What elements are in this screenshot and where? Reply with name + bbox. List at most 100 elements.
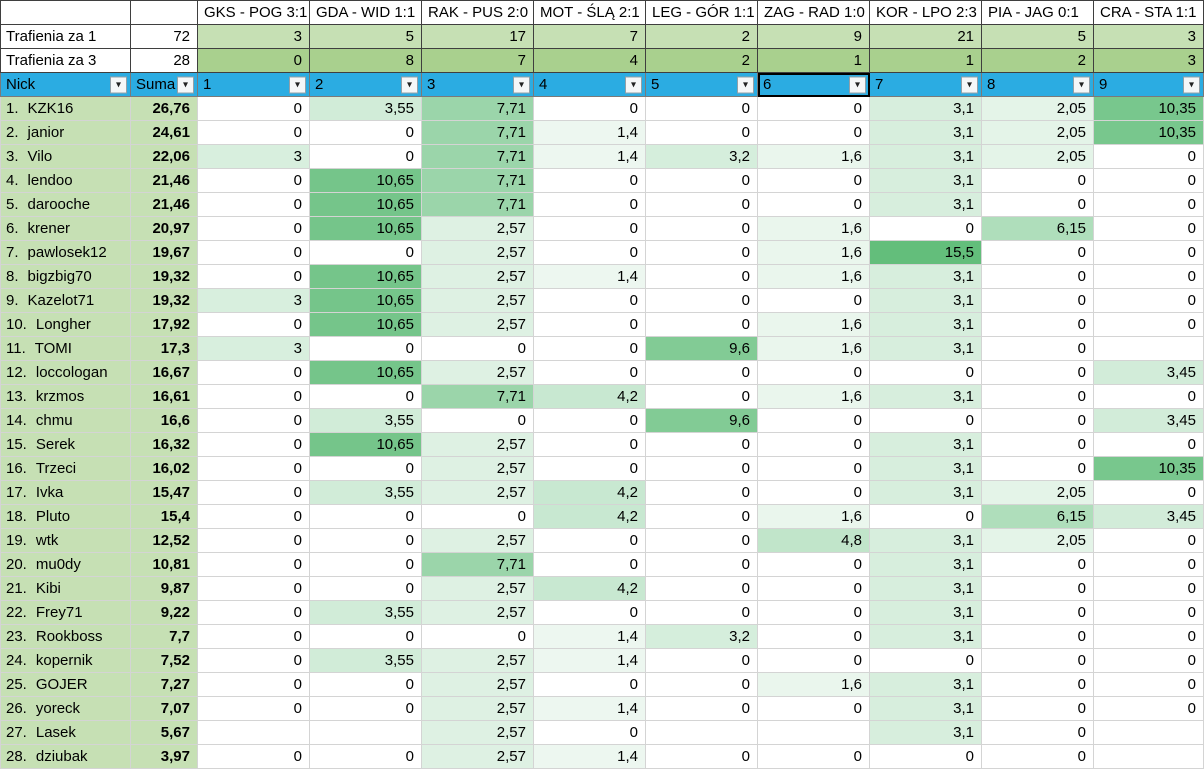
score-cell[interactable]: 7,71 bbox=[421, 96, 534, 121]
score-cell[interactable]: 7,71 bbox=[421, 552, 534, 577]
score-cell[interactable]: 0 bbox=[1093, 144, 1204, 169]
filter-dropdown-icon[interactable]: ▾ bbox=[513, 76, 530, 93]
score-cell[interactable]: 6,15 bbox=[981, 504, 1094, 529]
score-cell[interactable]: 0 bbox=[981, 192, 1094, 217]
player-cell[interactable]: 6. krener bbox=[0, 216, 131, 241]
score-cell[interactable]: 0 bbox=[981, 168, 1094, 193]
score-cell[interactable]: 0 bbox=[309, 456, 422, 481]
filter-dropdown-icon[interactable]: ▾ bbox=[961, 76, 978, 93]
filter-header-col-1[interactable]: 1 ▾ bbox=[197, 72, 310, 97]
score-cell[interactable]: 0 bbox=[533, 336, 646, 361]
score-cell[interactable]: 0 bbox=[981, 312, 1094, 337]
score-cell[interactable]: 7,71 bbox=[421, 120, 534, 145]
score-cell[interactable]: 1,4 bbox=[533, 648, 646, 673]
score-cell[interactable]: 0 bbox=[1093, 480, 1204, 505]
player-cell[interactable]: 18. Pluto bbox=[0, 504, 131, 529]
score-cell[interactable]: 0 bbox=[421, 408, 534, 433]
score-cell[interactable]: 1,6 bbox=[757, 312, 870, 337]
score-cell[interactable]: 0 bbox=[1093, 648, 1204, 673]
score-cell[interactable]: 0 bbox=[981, 240, 1094, 265]
filter-dropdown-icon[interactable]: ▾ bbox=[625, 76, 642, 93]
score-cell[interactable]: 1,4 bbox=[533, 264, 646, 289]
score-cell[interactable]: 0 bbox=[981, 624, 1094, 649]
score-cell[interactable]: 0 bbox=[645, 360, 758, 385]
score-cell[interactable]: 0 bbox=[309, 672, 422, 697]
player-cell[interactable]: 4. lendoo bbox=[0, 168, 131, 193]
score-cell[interactable]: 0 bbox=[197, 120, 310, 145]
score-cell[interactable]: 0 bbox=[533, 240, 646, 265]
score-cell[interactable]: 0 bbox=[1093, 600, 1204, 625]
score-cell[interactable]: 3,55 bbox=[309, 600, 422, 625]
score-cell[interactable]: 0 bbox=[757, 432, 870, 457]
score-cell[interactable]: 3,1 bbox=[869, 336, 982, 361]
suma-cell[interactable]: 21,46 bbox=[130, 192, 198, 217]
player-cell[interactable]: 27. Lasek bbox=[0, 720, 131, 745]
score-cell[interactable]: 0 bbox=[197, 648, 310, 673]
score-cell[interactable]: 0 bbox=[533, 456, 646, 481]
score-cell[interactable]: 1,4 bbox=[533, 624, 646, 649]
score-cell[interactable]: 3,1 bbox=[869, 576, 982, 601]
score-cell[interactable]: 10,65 bbox=[309, 168, 422, 193]
score-cell[interactable]: 0 bbox=[645, 240, 758, 265]
score-cell[interactable]: 2,57 bbox=[421, 696, 534, 721]
score-cell[interactable] bbox=[1093, 720, 1204, 745]
score-cell[interactable]: 0 bbox=[1093, 288, 1204, 313]
score-cell[interactable]: 0 bbox=[981, 552, 1094, 577]
score-cell[interactable]: 0 bbox=[869, 408, 982, 433]
player-cell[interactable]: 2. janior bbox=[0, 120, 131, 145]
suma-cell[interactable]: 21,46 bbox=[130, 168, 198, 193]
score-cell[interactable]: 0 bbox=[197, 312, 310, 337]
score-cell[interactable]: 0 bbox=[981, 264, 1094, 289]
player-cell[interactable]: 28. dziubak bbox=[0, 744, 131, 769]
score-cell[interactable]: 10,65 bbox=[309, 264, 422, 289]
score-cell[interactable]: 10,65 bbox=[309, 432, 422, 457]
score-cell[interactable]: 0 bbox=[757, 480, 870, 505]
score-cell[interactable]: 0 bbox=[645, 576, 758, 601]
score-cell[interactable]: 1,6 bbox=[757, 504, 870, 529]
suma-cell[interactable]: 9,22 bbox=[130, 600, 198, 625]
suma-cell[interactable]: 19,67 bbox=[130, 240, 198, 265]
score-cell[interactable]: 0 bbox=[533, 168, 646, 193]
score-cell[interactable]: 0 bbox=[197, 528, 310, 553]
score-cell[interactable]: 0 bbox=[757, 696, 870, 721]
score-cell[interactable]: 3,1 bbox=[869, 528, 982, 553]
score-cell[interactable]: 0 bbox=[645, 432, 758, 457]
score-cell[interactable]: 0 bbox=[645, 216, 758, 241]
score-cell[interactable]: 2,57 bbox=[421, 672, 534, 697]
score-cell[interactable]: 3,1 bbox=[869, 120, 982, 145]
filter-header-col-2[interactable]: 2 ▾ bbox=[309, 72, 422, 97]
score-cell[interactable]: 0 bbox=[981, 600, 1094, 625]
score-cell[interactable]: 0 bbox=[197, 96, 310, 121]
score-cell[interactable]: 3 bbox=[197, 288, 310, 313]
filter-dropdown-icon[interactable]: ▾ bbox=[737, 76, 754, 93]
score-cell[interactable]: 0 bbox=[1093, 312, 1204, 337]
score-cell[interactable]: 0 bbox=[197, 240, 310, 265]
score-cell[interactable]: 2,57 bbox=[421, 528, 534, 553]
score-cell[interactable]: 0 bbox=[981, 408, 1094, 433]
score-cell[interactable]: 4,2 bbox=[533, 576, 646, 601]
suma-cell[interactable]: 26,76 bbox=[130, 96, 198, 121]
score-cell[interactable]: 0 bbox=[533, 192, 646, 217]
score-cell[interactable]: 3,45 bbox=[1093, 408, 1204, 433]
score-cell[interactable]: 1,6 bbox=[757, 216, 870, 241]
player-cell[interactable]: 25. GOJER bbox=[0, 672, 131, 697]
suma-cell[interactable]: 7,52 bbox=[130, 648, 198, 673]
player-cell[interactable]: 14. chmu bbox=[0, 408, 131, 433]
filter-dropdown-icon[interactable]: ▾ bbox=[1073, 76, 1090, 93]
score-cell[interactable]: 0 bbox=[757, 576, 870, 601]
suma-cell[interactable]: 7,27 bbox=[130, 672, 198, 697]
score-cell[interactable]: 2,57 bbox=[421, 456, 534, 481]
score-cell[interactable]: 1,6 bbox=[757, 336, 870, 361]
filter-header-col-6[interactable]: 6 ▾ bbox=[757, 72, 870, 97]
score-cell[interactable]: 2,57 bbox=[421, 432, 534, 457]
score-cell[interactable]: 0 bbox=[421, 504, 534, 529]
score-cell[interactable]: 10,35 bbox=[1093, 456, 1204, 481]
player-cell[interactable]: 5. darooche bbox=[0, 192, 131, 217]
score-cell[interactable]: 15,5 bbox=[869, 240, 982, 265]
score-cell[interactable]: 7,71 bbox=[421, 168, 534, 193]
score-cell[interactable]: 2,05 bbox=[981, 144, 1094, 169]
player-cell[interactable]: 17. Ivka bbox=[0, 480, 131, 505]
score-cell[interactable] bbox=[309, 720, 422, 745]
suma-cell[interactable]: 10,81 bbox=[130, 552, 198, 577]
score-cell[interactable]: 0 bbox=[309, 552, 422, 577]
